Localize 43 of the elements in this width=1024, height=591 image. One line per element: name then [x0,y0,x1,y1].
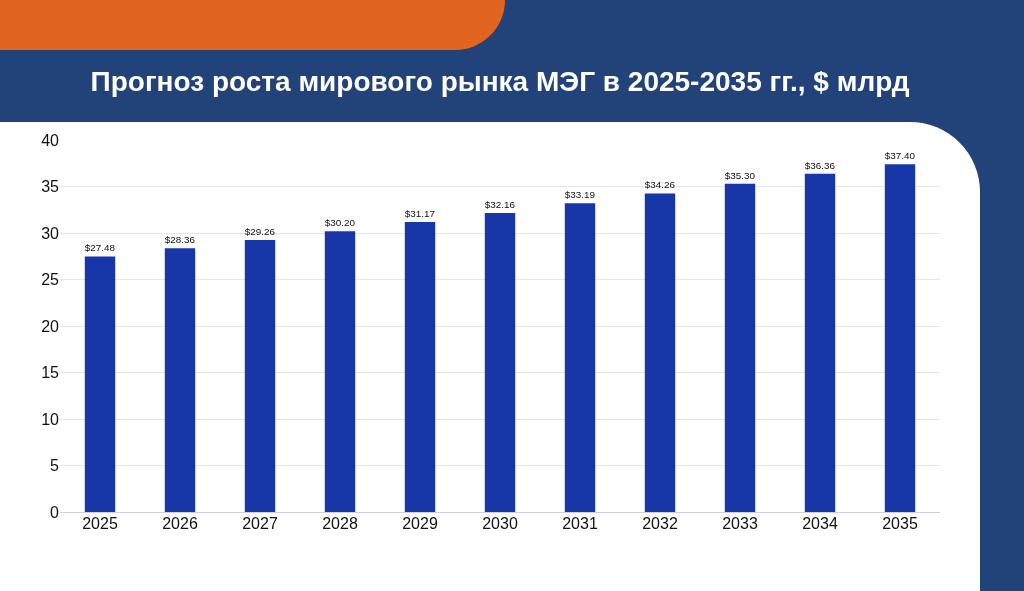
data-label: $29.26 [244,225,276,237]
data-label: $32.16 [484,198,516,210]
bar [324,231,356,512]
x-tick-label: 2031 [562,515,598,532]
data-label: $31.17 [404,208,436,219]
y-tick-label: 5 [50,457,60,475]
bar [404,222,436,512]
x-tick-label: 2030 [482,515,518,532]
chart-title: Прогноз роста мирового рынка МЭГ в 2025-2035 гг., $ млрд [89,66,911,98]
x-tick-label: 2025 [82,515,118,532]
data-label: $33.19 [564,189,596,201]
y-tick-label: 15 [41,364,60,382]
y-tick-label: 10 [41,410,60,428]
data-label: $37.40 [884,150,916,162]
y-tick-label: 30 [41,224,60,242]
y-tick-label: 35 [41,178,60,196]
bar [84,256,116,512]
x-tick-label: 2027 [242,515,278,532]
bar [244,239,276,512]
bar [884,164,916,512]
bar [644,193,676,512]
y-tick-label: 25 [41,271,60,289]
bar [564,203,596,512]
y-tick-label: 0 [50,503,60,521]
data-label: $36.36 [804,159,836,171]
x-tick-label: 2029 [402,515,438,532]
data-label: $35.30 [724,169,756,181]
data-label: $28.36 [164,234,196,246]
bar [724,183,756,512]
x-tick-label: 2032 [642,515,678,532]
x-tick-label: 2034 [802,515,838,532]
data-label: $30.20 [324,217,356,229]
x-tick-label: 2026 [162,515,198,532]
y-tick-label: 20 [41,317,60,335]
y-tick-label: 40 [41,131,60,149]
bar [804,173,836,512]
x-tick-label: 2033 [722,515,758,532]
bar [484,212,516,512]
data-label: $34.26 [644,179,676,191]
x-tick-label: 2028 [322,515,358,532]
x-tick-label: 2035 [882,515,918,532]
bar [164,248,196,512]
data-label: $27.48 [84,242,116,254]
